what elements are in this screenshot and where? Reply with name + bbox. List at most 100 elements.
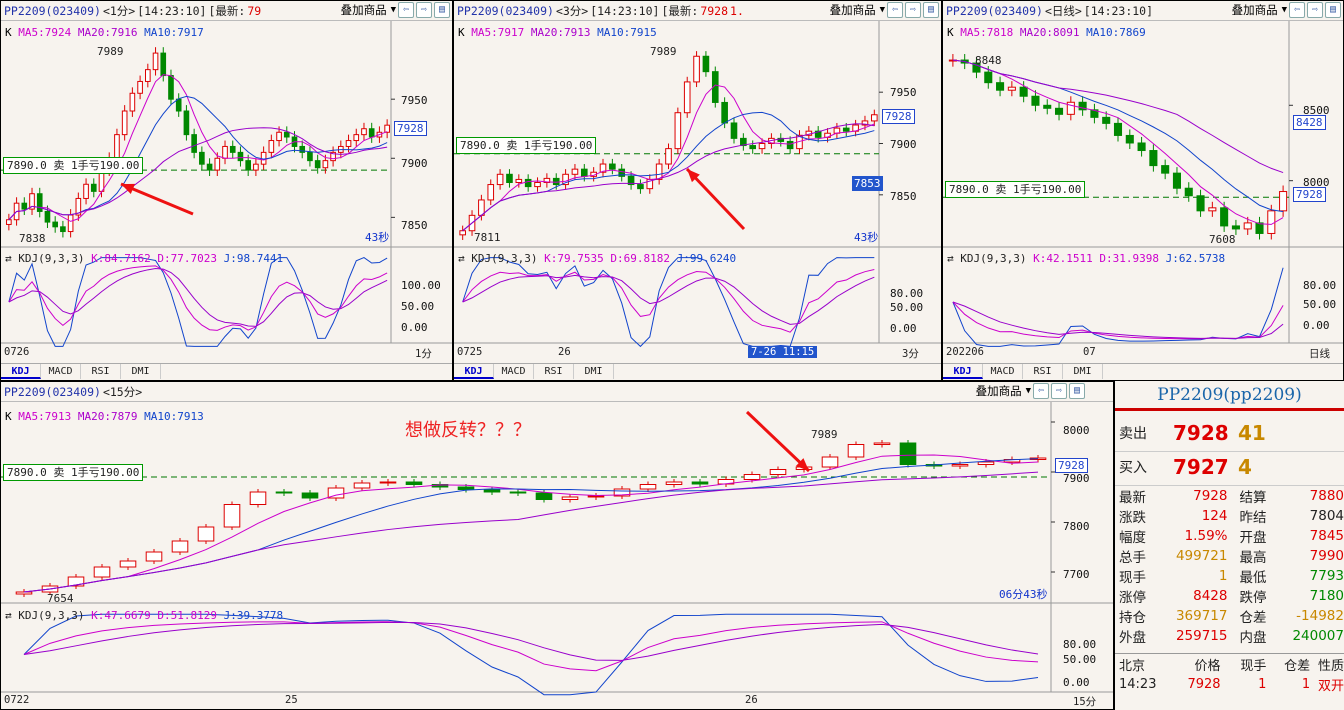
kdj-j: J:99.6240 <box>676 252 737 265</box>
date-label: 202206 <box>946 346 984 358</box>
chart-panel-15min[interactable]: PP2209(023409) <15分> 叠加商品 ▼ ⇦ ⇨ ▤ K MA5:… <box>0 381 1114 710</box>
indicator-tabs: KDJ MACD RSI DMI <box>454 363 941 379</box>
chevron-down-icon[interactable]: ▼ <box>390 5 396 15</box>
order-box[interactable]: 7890.0 卖 1手亏190.00 <box>456 137 597 154</box>
ask-row[interactable]: 卖出 7928 41 <box>1115 418 1344 448</box>
low-label: 7838 <box>19 232 46 245</box>
tick-cell: 双开 <box>1317 678 1344 694</box>
arrow-right-icon[interactable]: ⇨ <box>1051 383 1067 399</box>
maximize-icon[interactable]: ▤ <box>923 2 939 18</box>
order-box[interactable]: 7890.0 卖 1手亏190.00 <box>945 181 1086 198</box>
candle-body <box>1054 107 1064 115</box>
k-label: K <box>947 26 954 39</box>
order-box[interactable]: 7890.0 卖 1手亏190.00 <box>3 464 144 481</box>
tick-col-header: 北京 <box>1119 658 1146 674</box>
axis-label: 8000 <box>1303 176 1330 189</box>
overlay-select[interactable]: 叠加商品 <box>338 2 389 18</box>
kdj-k: K:79.7535 <box>544 252 604 265</box>
kdj-name: KDJ(9,3,3) <box>960 252 1027 265</box>
chevron-down-icon[interactable]: ▼ <box>879 5 885 15</box>
tab-dmi[interactable]: DMI <box>1063 364 1103 379</box>
arrow-right-icon[interactable]: ⇨ <box>905 2 921 18</box>
stat-label: 涨停 <box>1119 590 1146 606</box>
date-label: 0725 <box>457 346 483 358</box>
arrow-left-icon[interactable]: ⇦ <box>398 2 414 18</box>
candle-body <box>637 184 644 190</box>
candle-body <box>618 168 626 177</box>
candle-body <box>237 151 244 162</box>
tab-kdj[interactable]: KDJ <box>943 364 983 379</box>
candle-body <box>175 98 182 112</box>
candle-body <box>1279 191 1288 212</box>
tab-kdj[interactable]: KDJ <box>1 364 41 379</box>
tick-table: 北京 价格 现手 仓差 性质 14:23 7928 1 1 双开 <box>1115 653 1344 694</box>
tick-cell: 7928 <box>1187 676 1221 692</box>
ma10-label: MA10:7917 <box>144 26 204 39</box>
bid-row[interactable]: 买入 7927 4 <box>1115 451 1344 481</box>
tab-rsi[interactable]: RSI <box>1023 364 1063 379</box>
time-label: [14:23:10] <box>1083 3 1154 18</box>
period-footer: 日线 <box>1309 348 1330 360</box>
date-label: 25 <box>285 694 298 706</box>
chart-panel-1min[interactable]: PP2209(023409) <1分> [14:23:10] [最新: 79 叠… <box>0 0 453 381</box>
settings-icon[interactable]: ⇄ <box>5 252 12 265</box>
overlay-select[interactable]: 叠加商品 <box>827 2 878 18</box>
tab-macd[interactable]: MACD <box>983 364 1023 379</box>
candle-body <box>1161 165 1170 174</box>
high-label: 7989 <box>650 45 677 58</box>
symbol-label: PP2209(023409) <box>457 3 554 18</box>
tab-rsi[interactable]: RSI <box>534 364 574 379</box>
chart-panel-3min[interactable]: PP2209(023409) <3分> [14:23:10] [最新: 7928… <box>453 0 942 381</box>
countdown-label: 06分43秒 <box>999 588 1048 601</box>
panel-header: PP2209(023409) <15分> 叠加商品 ▼ ⇦ ⇨ ▤ <box>1 382 1113 402</box>
overlay-select[interactable]: 叠加商品 <box>1229 2 1280 18</box>
order-box[interactable]: 7890.0 卖 1手亏190.00 <box>3 157 144 174</box>
tab-dmi[interactable]: DMI <box>574 364 614 379</box>
arrow-left-icon[interactable]: ⇦ <box>887 2 903 18</box>
chevron-down-icon[interactable]: ▼ <box>1281 5 1287 15</box>
arrow-right-icon[interactable]: ⇨ <box>416 2 432 18</box>
settings-icon[interactable]: ⇄ <box>5 609 12 622</box>
stat-label: 外盘 <box>1119 630 1146 646</box>
tab-rsi[interactable]: RSI <box>81 364 121 379</box>
ask-price[interactable]: 7928 <box>1173 421 1229 445</box>
price-chart-svg <box>1 21 452 347</box>
candle-body <box>683 81 691 114</box>
stat-value: 1.59% <box>1184 528 1228 544</box>
candle-body <box>214 157 221 171</box>
stat-row: 涨停 8428 跌停 7180 <box>1115 586 1344 606</box>
maximize-icon[interactable]: ▤ <box>434 2 450 18</box>
maximize-icon[interactable]: ▤ <box>1069 383 1085 399</box>
candle-body <box>197 526 215 542</box>
stat-label: 跌停 <box>1239 590 1267 606</box>
candle-body <box>562 173 569 186</box>
arrow-left-icon[interactable]: ⇦ <box>1033 383 1049 399</box>
chevron-down-icon[interactable]: ▼ <box>1025 386 1031 396</box>
candle-body <box>786 140 794 150</box>
arrow-left-icon[interactable]: ⇦ <box>1289 2 1305 18</box>
tab-dmi[interactable]: DMI <box>121 364 161 379</box>
tab-kdj[interactable]: KDJ <box>454 364 494 379</box>
tab-macd[interactable]: MACD <box>41 364 81 379</box>
chart-panel-daily[interactable]: PP2209(023409) <日线> [14:23:10] 叠加商品 ▼ ⇦ … <box>942 0 1344 381</box>
stat-label: 总手 <box>1119 550 1146 566</box>
tab-macd[interactable]: MACD <box>494 364 534 379</box>
bid-price[interactable]: 7927 <box>1173 454 1229 479</box>
ma20-line <box>952 59 1284 174</box>
panel-header: PP2209(023409) <1分> [14:23:10] [最新: 79 叠… <box>1 1 452 21</box>
candle-body <box>249 491 267 505</box>
overlay-select[interactable]: 叠加商品 <box>973 383 1024 399</box>
kdj-j: J:39.3778 <box>223 609 284 622</box>
candle-body <box>275 491 293 494</box>
settings-icon[interactable]: ⇄ <box>947 252 954 265</box>
time-axis: 0726 1分 <box>1 346 452 360</box>
candle-body <box>587 495 605 498</box>
candle-body <box>314 160 321 169</box>
maximize-icon[interactable]: ▤ <box>1325 2 1341 18</box>
stat-row: 幅度 1.59% 开盘 7845 <box>1115 526 1344 546</box>
settings-icon[interactable]: ⇄ <box>458 252 465 265</box>
stat-label: 开盘 <box>1239 530 1267 546</box>
arrow-right-icon[interactable]: ⇨ <box>1307 2 1323 18</box>
k-label: K <box>458 26 465 39</box>
candle-body <box>276 131 282 142</box>
